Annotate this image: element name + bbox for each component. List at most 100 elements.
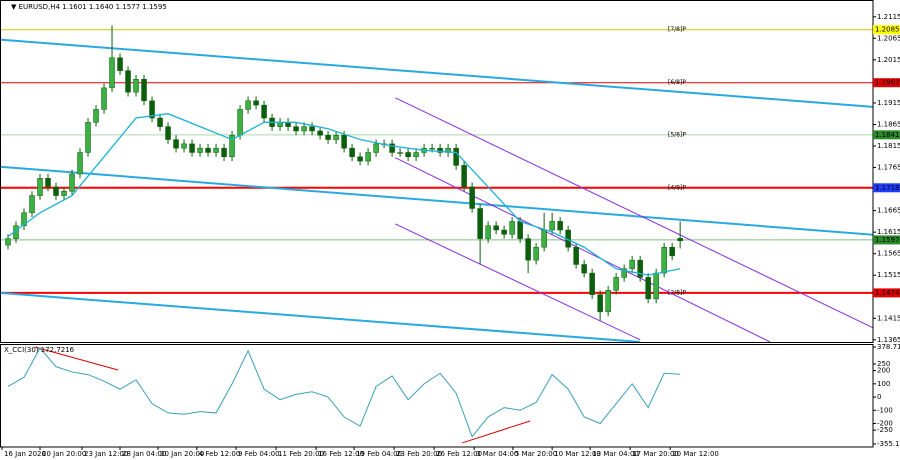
candle-body (245, 100, 251, 110)
x-tick-label: 30 Jan 20:00 (160, 450, 204, 458)
price-frame (0, 0, 874, 343)
candle-body (93, 109, 99, 123)
candle-body (61, 190, 67, 196)
candle-body (365, 152, 371, 162)
candle-body (101, 87, 107, 110)
candle-body (53, 186, 59, 196)
cci-y-tick-label: 0 (877, 393, 881, 401)
candle-body (333, 134, 339, 140)
y-tick-label: 1.1365 (877, 336, 900, 344)
candle-body (589, 272, 595, 295)
level-tag: [4/8]P (668, 184, 686, 191)
y-tick-label: 1.1565 (877, 250, 900, 258)
cci-frame (0, 344, 874, 448)
candle-body (621, 268, 627, 278)
candle-body (501, 229, 507, 235)
candle-body (677, 237, 683, 242)
candle-body (525, 238, 531, 261)
level-price-label: 1.1962 (875, 79, 900, 87)
candle-body (653, 272, 659, 300)
x-tick-label: 19 Feb 04:00 (356, 450, 402, 458)
candle-body (165, 126, 171, 140)
moving-average (7, 113, 681, 276)
x-tick-label: 17 Mar 20:00 (632, 450, 679, 458)
candle-body (629, 259, 635, 270)
candle-body (477, 208, 483, 239)
candle-body (637, 259, 643, 278)
candle-body (573, 246, 579, 265)
cci-y-tick-label: -200 (877, 419, 893, 427)
level-tag: [2/8]P (668, 289, 686, 296)
level-price-label: 1.1841 (875, 131, 900, 139)
y-tick-label: 1.1915 (877, 99, 900, 107)
candle-body (517, 221, 523, 239)
candle-body (21, 212, 27, 226)
candle-body (125, 70, 131, 93)
y-tick-label: 1.1865 (877, 120, 900, 128)
level-tag: [5/8]P (668, 131, 686, 138)
candle-body (461, 165, 467, 188)
candle-body (389, 143, 395, 153)
divergence-line (461, 420, 531, 444)
candle-body (357, 156, 363, 162)
candle-body (5, 238, 11, 246)
trend-line (0, 165, 873, 236)
level-tag: [6/8]P (668, 79, 686, 86)
candle-body (237, 109, 243, 136)
candle-body (85, 122, 91, 153)
candle-body (117, 57, 123, 71)
candle-body (149, 100, 155, 119)
level-tag: [7/8]P (668, 26, 686, 33)
x-tick-label: 5 Mar 20:00 (515, 450, 557, 458)
y-tick-label: 1.2015 (877, 56, 900, 64)
candle-body (45, 178, 51, 188)
x-tick-label: 23 Jan 12:00 (84, 450, 128, 458)
x-tick-label: 16 Jan 2026 (4, 450, 47, 458)
level-price-label: 1.1474 (875, 289, 900, 297)
candle-body (29, 195, 35, 214)
x-tick-label: 23 Feb 20:00 (396, 450, 442, 458)
y-tick-label: 1.2115 (877, 13, 900, 21)
candle-body (469, 186, 475, 209)
candle-body (341, 134, 347, 149)
candle-body (109, 57, 115, 89)
level-price-box (873, 78, 900, 88)
candle-body (181, 143, 187, 149)
candle-body (405, 152, 411, 158)
price-panel: [7/8]P [6/8]P [5/8]P [4/8]P [2/8]P (0, 25, 873, 342)
x-tick-label: 10 Mar 12:00 (554, 450, 601, 458)
candle-body (453, 147, 459, 166)
level-price-box (873, 235, 900, 245)
candle-body (325, 134, 331, 140)
candle-body (509, 221, 515, 235)
candle-body (541, 229, 547, 248)
candle-body (317, 130, 323, 136)
cci-title: X_CCI(30) 172.7216 (4, 346, 75, 354)
candle-body (661, 246, 667, 274)
candle-body (437, 147, 443, 153)
divergence-line (35, 346, 119, 371)
candle-body (253, 100, 259, 106)
price-title: ▼ EURUSD,H4 1.1601 1.1640 1.1577 1.1595 (11, 3, 167, 11)
y-tick-label: 1.1815 (877, 142, 900, 150)
cci-y-tick-label: 200 (877, 367, 890, 375)
candle-body (197, 147, 203, 153)
level-price-box (873, 183, 900, 193)
candle-body (261, 104, 267, 119)
level-price-box (873, 288, 900, 298)
candle-body (485, 225, 491, 239)
level-price-label: 1.1597 (875, 236, 900, 244)
candle-body (141, 79, 147, 102)
cci-line (7, 347, 681, 438)
candle-body (549, 221, 555, 231)
cci-y-tick-label: 100 (877, 380, 890, 388)
cci-y-tick-label: 250 (877, 360, 890, 368)
cci-y-tick-label: -355.189 (877, 440, 900, 448)
trend-line (395, 223, 641, 341)
candle-body (493, 225, 499, 231)
x-tick-label: 13 Mar 04:00 (592, 450, 639, 458)
candle-body (309, 126, 315, 132)
